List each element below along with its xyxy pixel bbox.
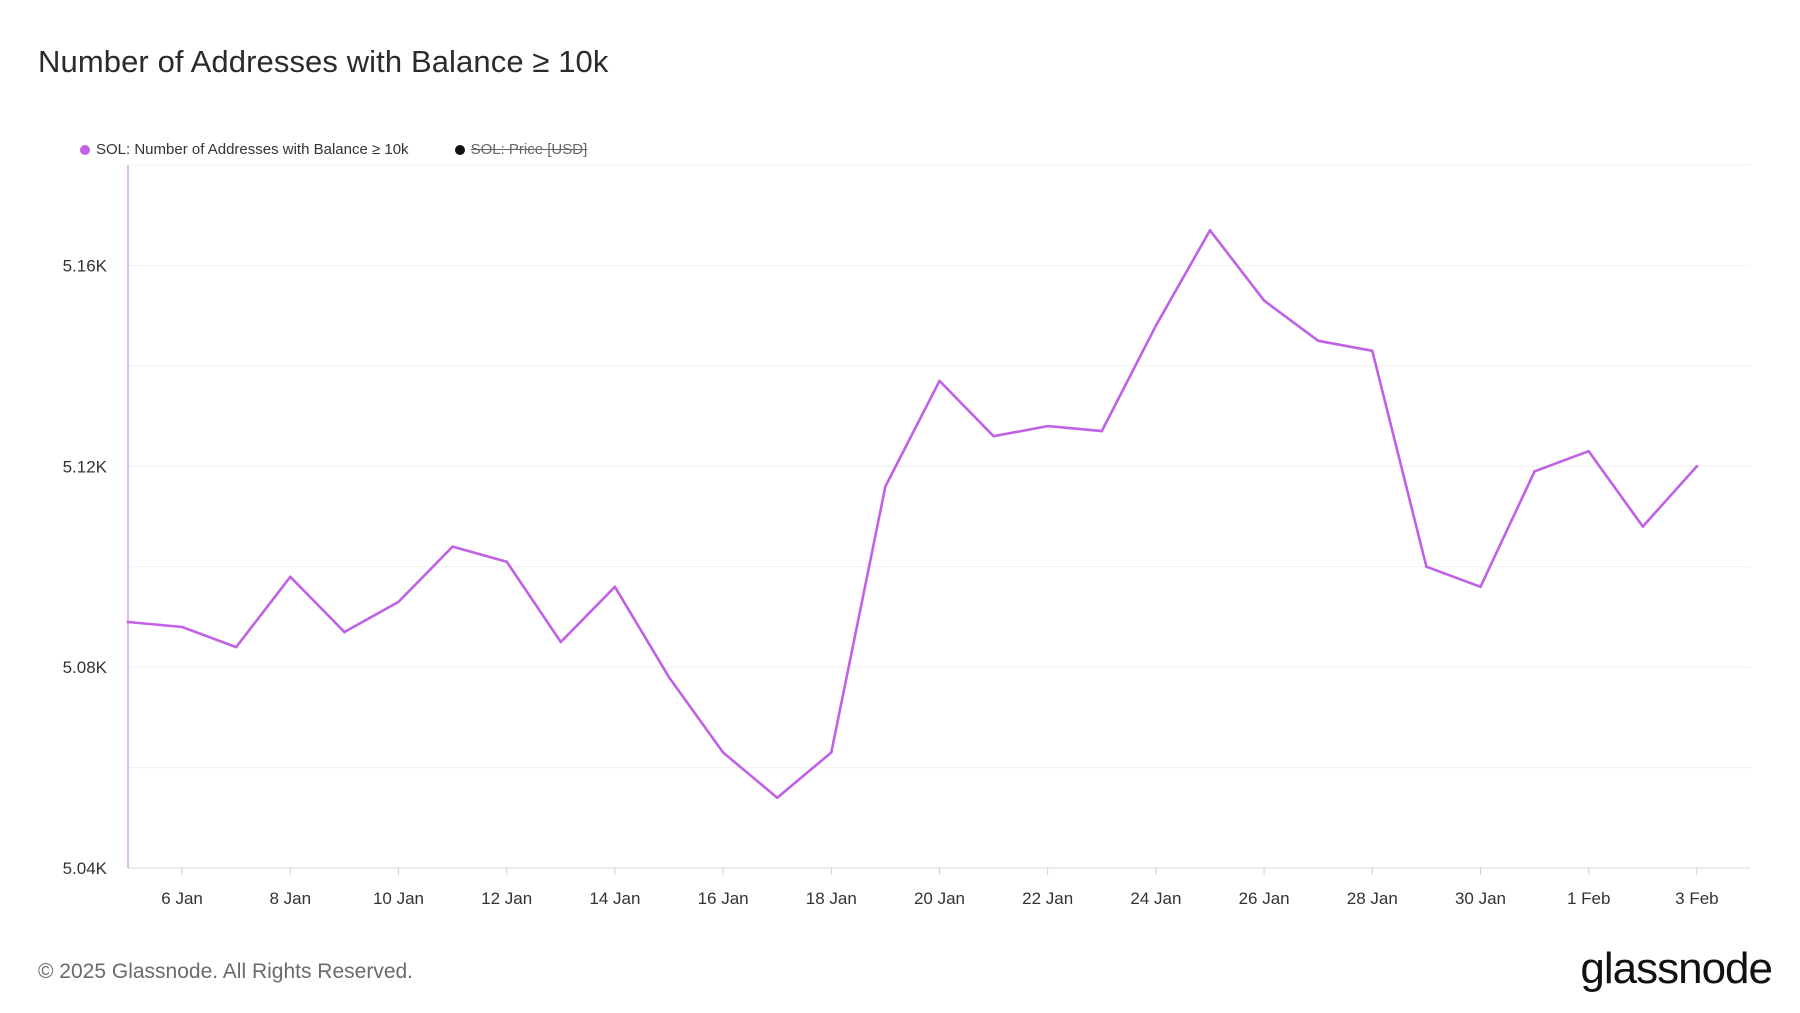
legend-item-price[interactable]: SOL: Price [USD] [454,141,588,158]
x-tick-label: 1 Feb [1567,889,1610,908]
x-tick-label: 10 Jan [373,889,424,908]
chart-title: Number of Addresses with Balance ≥ 10k [38,44,609,79]
x-tick-label: 26 Jan [1239,889,1290,908]
y-tick-label: 5.16K [63,256,108,275]
legend-label-addresses: SOL: Number of Addresses with Balance ≥ … [96,141,409,158]
data-point [613,585,617,589]
data-point [1046,424,1049,428]
x-tick-label: 30 Jan [1455,889,1506,908]
x-tick-label: 14 Jan [589,889,640,908]
data-point [180,625,184,629]
data-point [1371,349,1374,353]
y-tick-label: 5.04K [63,859,108,878]
data-point [1208,228,1212,232]
data-point [938,379,941,383]
x-tick-label: 24 Jan [1130,889,1181,908]
y-tick-label: 5.08K [63,658,108,677]
data-point [126,620,130,624]
x-tick-label: 6 Jan [161,889,203,908]
data-point [1425,565,1428,569]
data-point [721,751,725,754]
data-point [1262,299,1266,302]
data-point [289,575,292,579]
x-tick-label: 20 Jan [914,889,965,908]
legend-dot-addresses [80,144,90,155]
legend-dot-price [454,144,465,155]
x-tick-label: 22 Jan [1022,889,1073,908]
data-point [884,485,887,488]
data-point [1154,324,1158,327]
data-point [1533,470,1536,473]
data-point [667,675,671,679]
data-point [1479,585,1482,589]
data-point [1100,429,1104,433]
legend-label-price: SOL: Price [USD] [470,141,588,158]
y-tick-label: 5.12K [63,457,108,476]
data-point [992,434,995,438]
x-tick-label: 3 Feb [1675,889,1718,908]
legend: SOL: Number of Addresses with Balance ≥ … [80,141,633,158]
x-tick-label: 28 Jan [1347,889,1398,908]
data-point [343,630,346,634]
data-point [1316,339,1320,343]
data-point [1587,449,1590,453]
x-tick-label: 8 Jan [270,889,312,908]
x-tick-label: 12 Jan [481,889,532,908]
data-point [505,560,509,563]
data-point [830,751,833,754]
data-point [397,600,400,604]
x-tick-label: 16 Jan [698,889,749,908]
data-point [451,545,454,548]
data-point [1695,464,1699,468]
legend-item-addresses[interactable]: SOL: Number of Addresses with Balance ≥ … [80,141,409,158]
series-line-addresses [126,229,1699,800]
data-point [1641,525,1645,528]
data-point [234,645,238,649]
glassnode-logo: glassnode [1580,944,1773,993]
data-point [775,796,779,799]
copyright-footer: © 2025 Glassnode. All Rights Reserved. [38,960,414,983]
data-point [559,640,563,644]
x-tick-label: 18 Jan [806,889,857,908]
